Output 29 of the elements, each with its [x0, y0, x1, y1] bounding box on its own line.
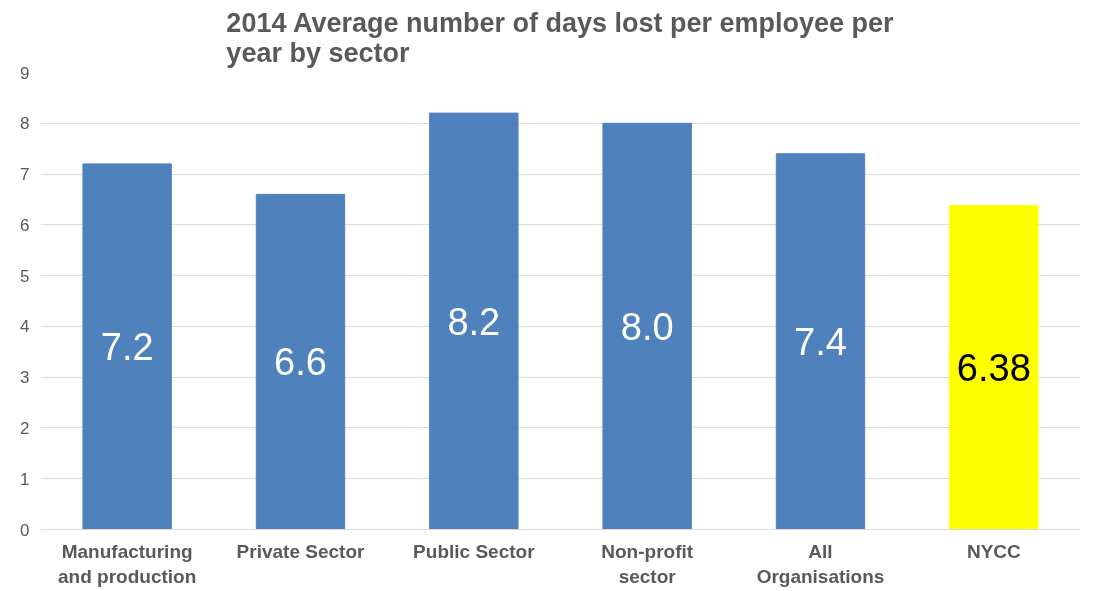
y-tick-label: 2	[20, 418, 30, 438]
bar	[82, 163, 172, 530]
data-label: 7.4	[794, 321, 847, 364]
data-label: 6.38	[956, 347, 1031, 390]
data-label: 7.2	[100, 326, 154, 369]
data-label: 8.2	[447, 300, 501, 343]
y-tick-label: 0	[20, 520, 30, 540]
bar	[775, 153, 866, 530]
y-tick-label: 3	[20, 368, 30, 388]
x-tick-label: Manufacturing and production	[58, 540, 197, 587]
y-tick-label: 6	[20, 215, 30, 235]
data-label: 8.0	[620, 305, 674, 348]
data-label: 6.6	[274, 341, 327, 384]
bar	[255, 193, 346, 530]
y-tick-label: 4	[20, 317, 30, 337]
bar	[949, 205, 1039, 530]
y-tick-label: 5	[20, 266, 30, 286]
bar	[602, 122, 692, 530]
y-tick-label: 1	[20, 469, 30, 489]
y-tick-label: 8	[20, 114, 30, 134]
chart-title: 2014 Average number of days lost per employee per year by sector	[226, 7, 895, 68]
x-tick-label: Non-profit sector	[601, 540, 694, 587]
x-tick-label: NYCC	[966, 540, 1022, 562]
x-tick-label: Private Sector	[236, 540, 365, 562]
bar	[429, 112, 519, 530]
y-tick-label: 7	[20, 165, 30, 185]
x-tick-label: Public Sector	[413, 540, 536, 562]
y-tick-label: 9	[20, 63, 30, 83]
x-tick-label: All Organisations	[756, 540, 885, 587]
